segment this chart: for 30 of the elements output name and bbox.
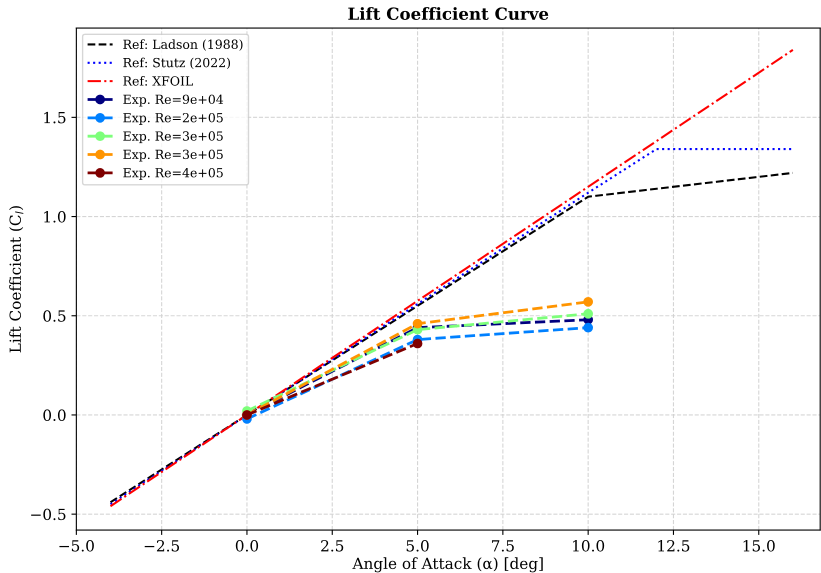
chart-title: Lift Coefficient Curve (348, 7, 548, 20)
point (412, 318, 422, 329)
x-axis-title: Angle of Attack (α) [deg] (352, 557, 543, 572)
legend-label: Exp. Re=2e+05 (123, 112, 223, 125)
point (583, 297, 594, 307)
point (583, 308, 594, 319)
y-tick-label: 1.5 (44, 112, 66, 124)
x-tick-label: 5.0 (406, 540, 429, 552)
y-tick-label: 0.5 (43, 310, 66, 322)
y-tick-label: 0.0 (43, 409, 66, 421)
y-tick-label: −0.5 (31, 508, 66, 520)
x-tick-label: −5.0 (59, 540, 94, 552)
y-axis-title: Lift Coefficient (C$_{l}$) (9, 206, 24, 352)
x-tick-label: 12.5 (658, 540, 690, 552)
legend-label: Exp. Re=4e+05 (123, 168, 223, 180)
x-tick-label: 15.0 (744, 540, 775, 552)
x-tick-label: 0.0 (236, 540, 258, 552)
legend-label: Exp. Re=3e+05 (123, 150, 223, 162)
point (583, 322, 594, 333)
legend-label: Ref: Ladson (1988) (123, 39, 243, 51)
x-tick-label: 7.5 (492, 540, 514, 552)
x-tick-label: 10.0 (573, 540, 604, 552)
legend-label: Exp. Re=3e+05 (123, 131, 223, 144)
x-tick-label: −2.5 (144, 540, 180, 552)
legend-label: Exp. Re=9e+04 (123, 94, 224, 106)
legend-label: Ref: XFOIL (123, 76, 193, 86)
y-tick-label: 1.0 (44, 211, 66, 223)
legend-label: Ref: Stutz (2022) (123, 58, 230, 70)
point (412, 338, 422, 348)
x-tick-label: 2.5 (321, 540, 344, 552)
